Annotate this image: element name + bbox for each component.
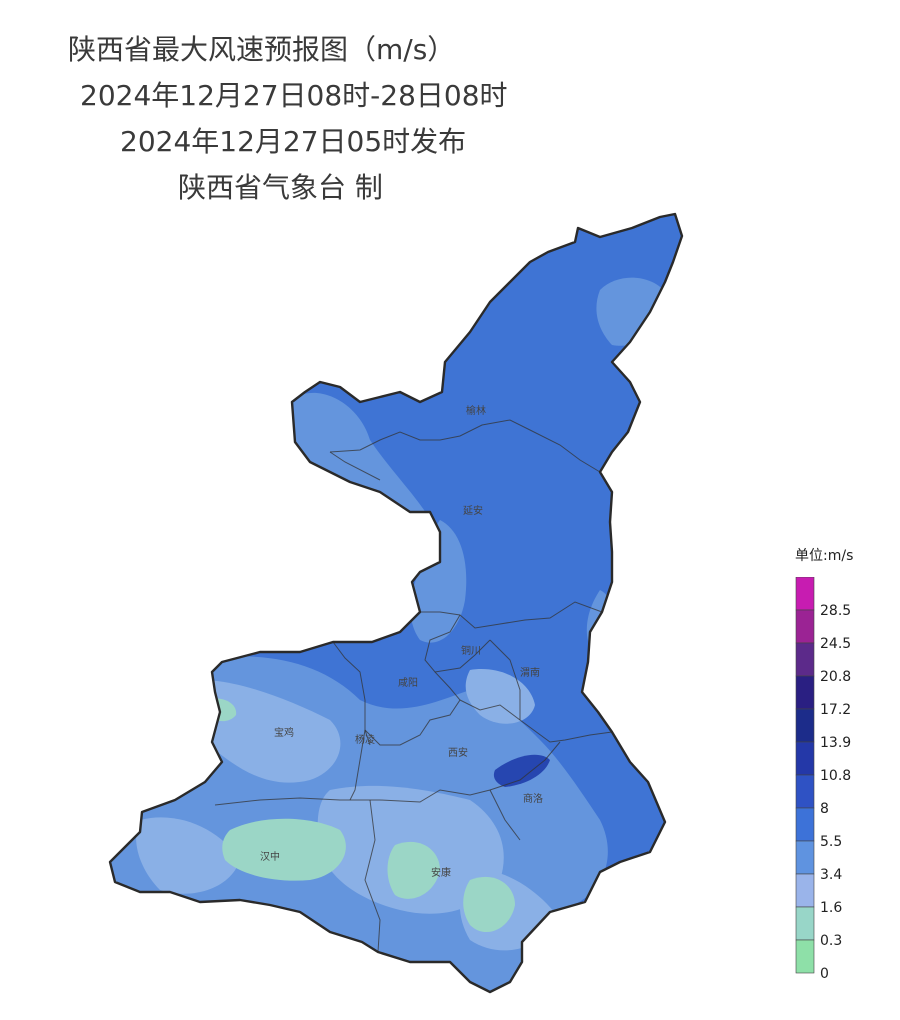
wind-zone-light [290,392,430,524]
province-outline [108,212,684,994]
legend-tick-label: 24.5 [820,636,851,652]
issuer: 陕西省气象台 制 [178,171,383,204]
forecast-period: 2024年12月27日08时-28日08时 [80,79,508,112]
legend-swatch [795,774,815,809]
legend-tick-label: 17.2 [820,702,851,718]
legend-tick-label: 13.9 [820,735,851,751]
city-label-shangluo: 商洛 [523,792,543,805]
city-label-yangling: 杨凌 [355,733,375,746]
legend-swatch [795,577,815,611]
legend-swatch [795,708,815,743]
legend-unit-label: 单位:m/s [795,548,854,564]
city-label-yanan: 延安 [463,504,483,517]
issue-time: 2024年12月27日05时发布 [120,125,467,158]
city-label-xianyang: 咸阳 [398,677,418,689]
legend-swatch [795,675,815,710]
legend-swatch [795,741,815,776]
city-label-ankang: 安康 [431,866,451,879]
legend-tick-label: 0 [820,966,829,982]
city-label-xian: 西安 [448,746,468,759]
legend-swatch [795,939,815,974]
wind-zone-green [222,818,346,881]
wind-zone-lighter [200,680,341,783]
wind-zone-lighter [136,817,240,894]
legend-tick-label: 20.8 [820,669,851,685]
legend-swatch [795,840,815,875]
city-label-hanzhong: 汉中 [260,850,280,863]
legend-tick-label: 1.6 [820,900,842,916]
legend-swatch [795,873,815,908]
legend-swatch [795,642,815,677]
legend-swatch [795,609,815,644]
legend-tick-label: 5.5 [820,834,842,850]
wind-zone-green [387,841,440,899]
wind-zone-green [463,876,515,933]
city-label-weinan: 渭南 [520,666,540,679]
legend-tick-label: 28.5 [820,603,851,619]
city-label-baoji: 宝鸡 [274,726,294,739]
map-title: 陕西省最大风速预报图（m/s） [68,33,456,66]
legend-swatch [795,906,815,941]
legend-tick-label: 8 [820,801,829,817]
legend-swatch [795,807,815,842]
legend-tick-label: 0.3 [820,933,842,949]
city-label-yulin: 榆林 [466,404,486,417]
legend-tick-label: 3.4 [820,867,842,883]
city-label-tongchuan: 铜川 [461,645,481,657]
city-boundaries [214,419,613,953]
legend-tick-label: 10.8 [820,768,851,784]
color-legend: 28.5 24.5 20.8 17.2 13.9 10.8 8 5.5 3.4 1.6 0.3 0 [795,577,851,982]
wind-zone-dark [493,754,550,787]
